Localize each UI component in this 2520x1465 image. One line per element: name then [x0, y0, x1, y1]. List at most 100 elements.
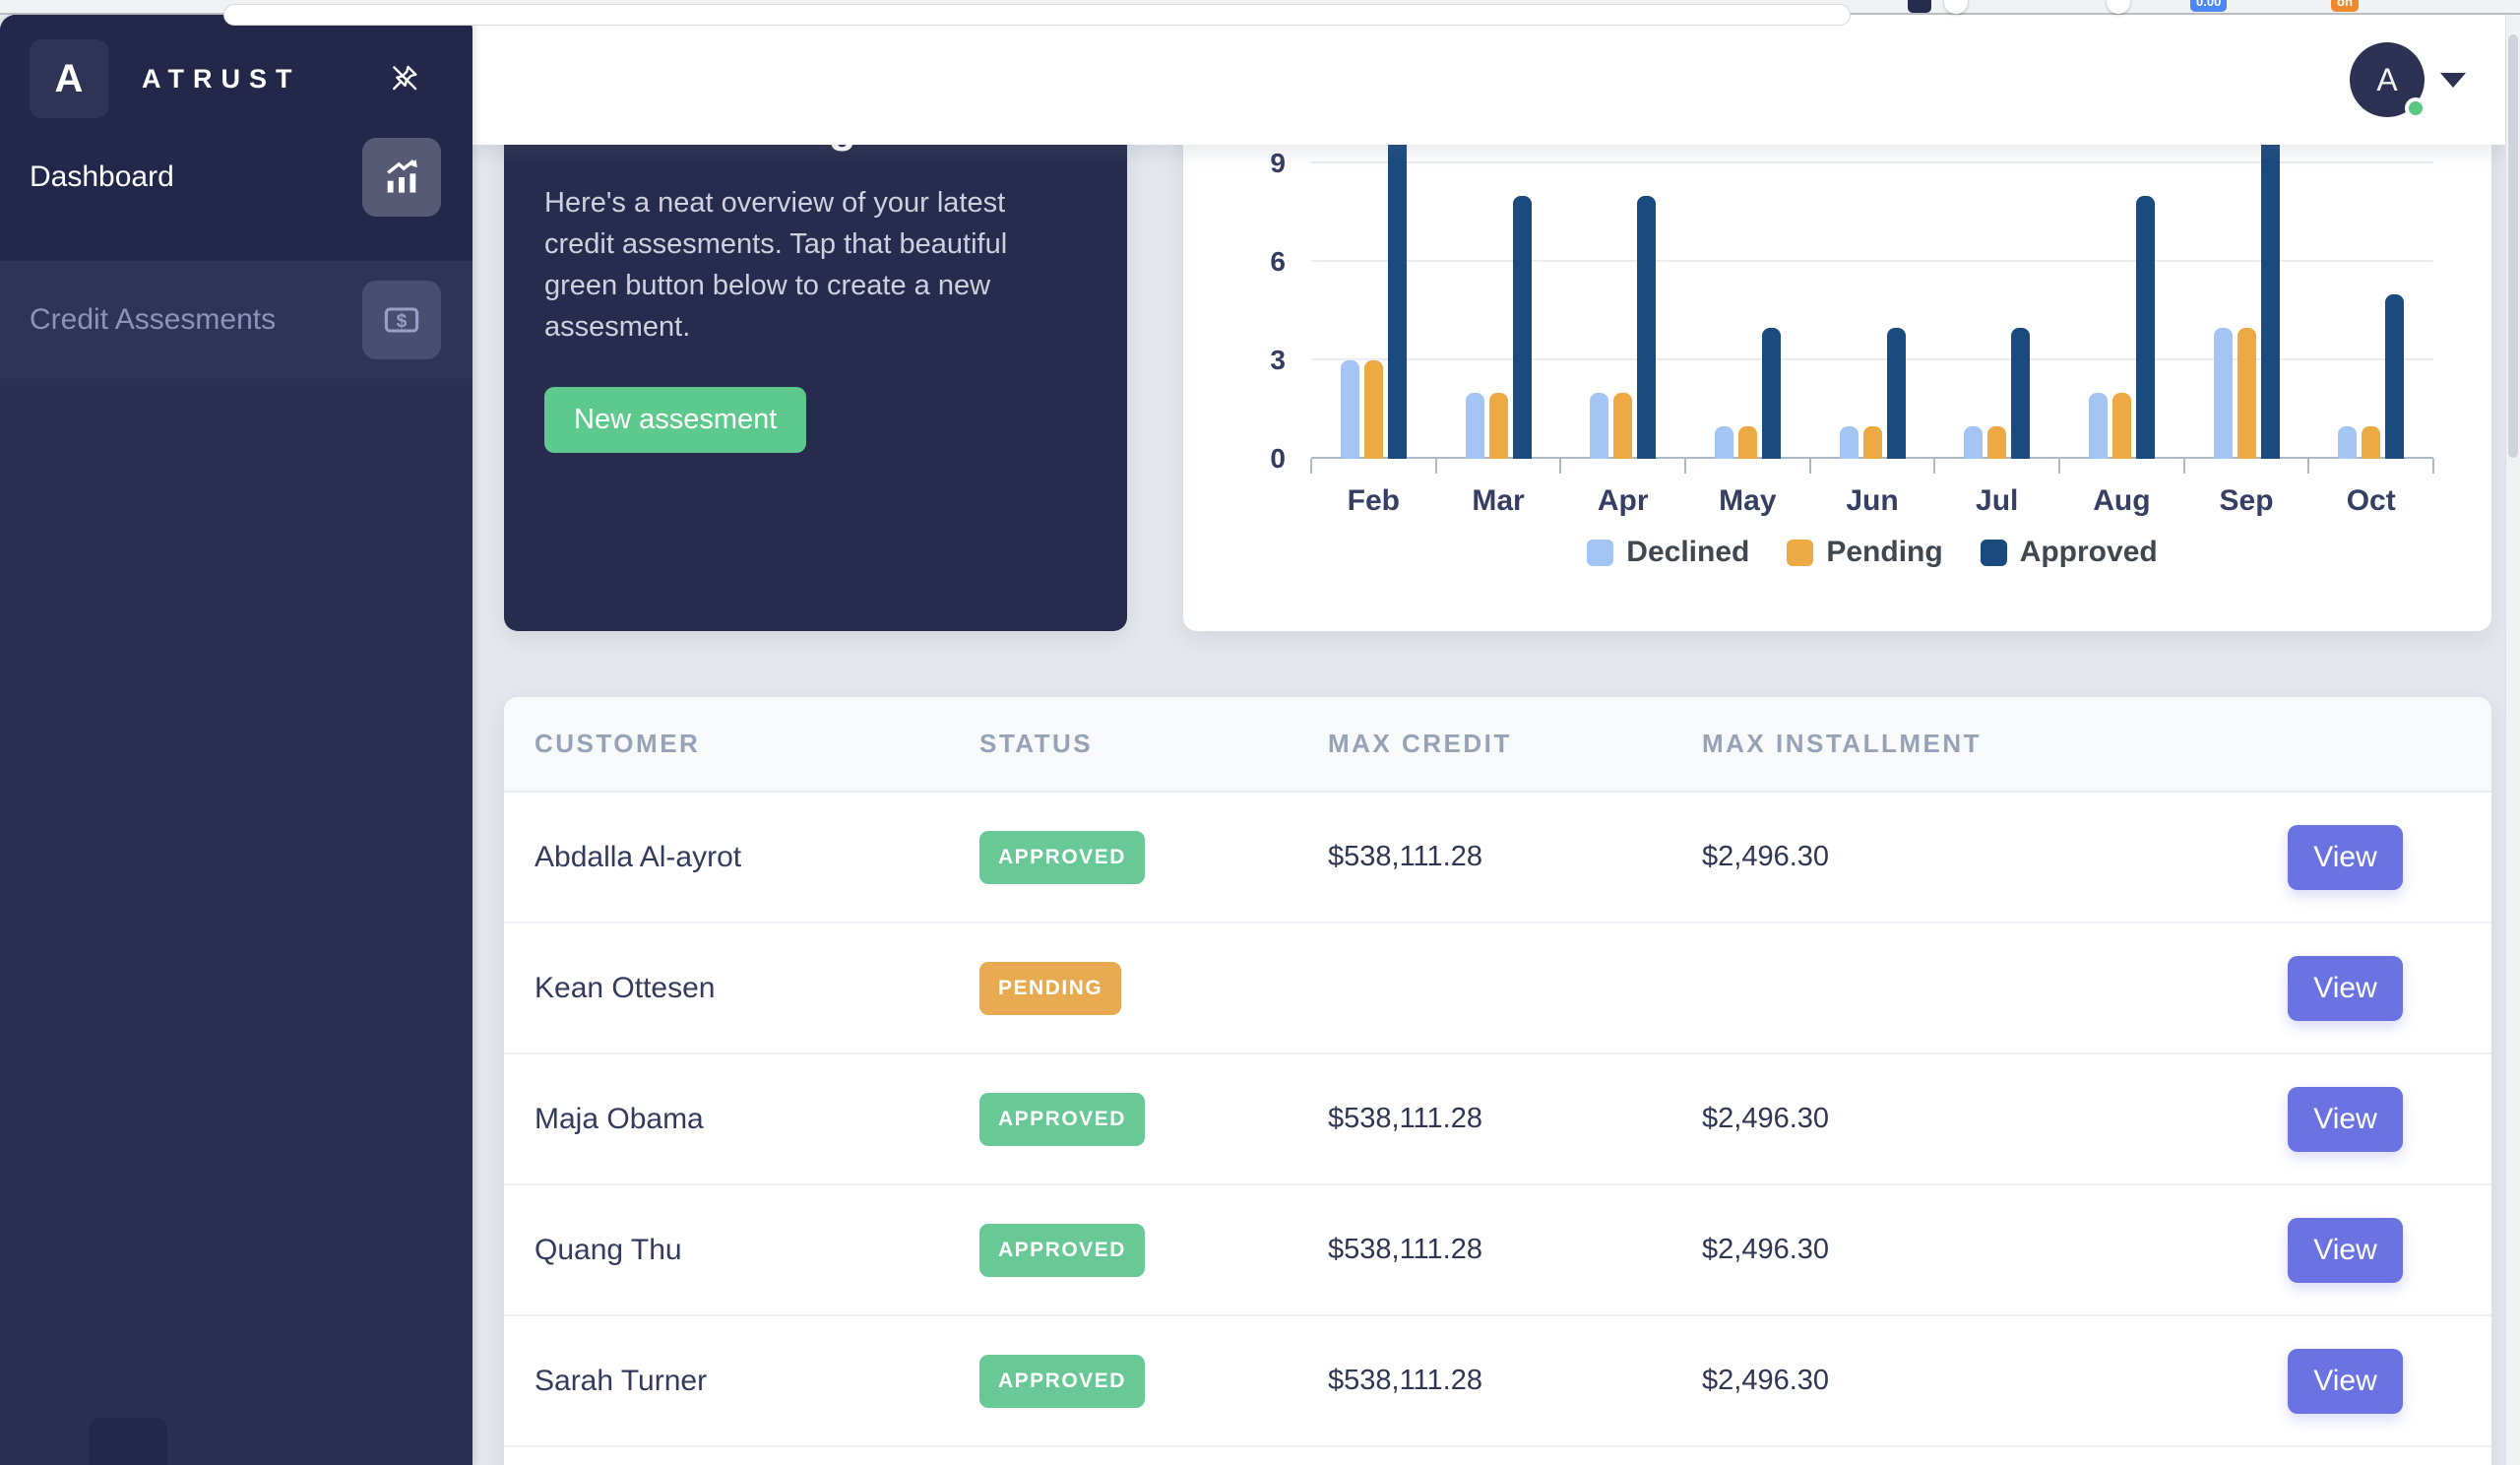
max-credit-value: $538,111.28 — [1328, 841, 1482, 872]
legend-item-approved[interactable]: Approved — [1980, 536, 2158, 569]
bar-pending-apr — [1613, 393, 1633, 459]
customer-name: Kean Ottesen — [535, 971, 716, 1004]
extension-icon[interactable] — [2107, 0, 2130, 14]
x-axis-label: Jun — [1846, 484, 1899, 517]
x-axis-tick — [2307, 459, 2310, 474]
bar-group-apr: Apr — [1560, 145, 1685, 517]
bar-pending-oct — [2362, 425, 2381, 459]
max-installment-value: $2,496.30 — [1702, 1103, 1830, 1134]
status-badge: APPROVED — [979, 830, 1145, 884]
max-installment-value: $2,496.30 — [1702, 1365, 1830, 1396]
legend-swatch — [1587, 539, 1614, 566]
chart-legend: Declined Pending Approved — [1311, 536, 2433, 569]
new-assesment-button[interactable]: New assesment — [544, 387, 807, 453]
bar-approved-may — [1761, 327, 1781, 459]
extension-icon[interactable] — [1908, 0, 1931, 13]
x-axis-tick — [1310, 459, 1312, 474]
x-axis-tick — [2057, 459, 2060, 474]
max-credit-value: $538,111.28 — [1328, 1234, 1482, 1265]
table-row: Kean Ottesen PENDING View — [504, 924, 2491, 1054]
legend-item-declined[interactable]: Declined — [1587, 536, 1749, 569]
avatar[interactable]: A — [2350, 42, 2426, 119]
chart-card: 0 3 6 9 Feb Mar Apr May Jun Jul Aug Sep Oct Declined P… — [1183, 145, 2491, 631]
y-axis-label: 0 — [1270, 443, 1286, 474]
sidebar-item-label: Credit Assesments — [30, 303, 277, 336]
bar-pending-may — [1737, 425, 1757, 459]
scrollbar[interactable] — [2505, 15, 2520, 1465]
table-row: Quang Thu APPROVED $538,111.28 $2,496.30 Vie… — [504, 1185, 2491, 1316]
customer-name: Abdalla Al-ayrot — [535, 840, 742, 873]
legend-label: Declined — [1626, 536, 1750, 568]
bar-group-jun: Jun — [1810, 145, 1935, 517]
dashboard-icon-tile — [362, 138, 441, 217]
bar-declined-jul — [1964, 425, 1984, 459]
legend-label: Approved — [2019, 536, 2158, 568]
x-axis-tick — [1434, 459, 1437, 474]
sidebar-item-credit-assesments[interactable]: Credit Assesments $ — [0, 261, 472, 379]
x-axis-label: May — [1719, 484, 1777, 517]
bar-declined-aug — [2088, 393, 2108, 459]
legend-swatch — [1980, 539, 2007, 566]
bar-declined-feb — [1340, 360, 1359, 459]
header: A — [472, 15, 2505, 145]
max-installment-value: $2,496.30 — [1702, 1234, 1830, 1265]
extension-badge-blue: 0.00 — [2190, 0, 2228, 12]
customer-name: Quang Thu — [535, 1233, 682, 1266]
unpin-sidebar-icon[interactable] — [388, 61, 421, 95]
view-button[interactable]: View — [2288, 955, 2403, 1021]
address-bar-fragment — [223, 4, 1851, 26]
x-axis-tick — [1559, 459, 1562, 474]
status-badge: APPROVED — [979, 1354, 1145, 1408]
credit-icon-tile: $ — [362, 281, 441, 359]
status-badge: APPROVED — [979, 1223, 1145, 1277]
view-button[interactable]: View — [2288, 824, 2403, 890]
column-header-max-credit: MAX CREDIT — [1328, 729, 1512, 758]
x-axis-label: Feb — [1347, 484, 1400, 517]
bar-approved-apr — [1637, 196, 1657, 459]
bar-pending-sep — [2236, 327, 2256, 459]
column-header-max-installment: MAX INSTALLMENT — [1702, 729, 1982, 758]
x-axis-label: Apr — [1597, 484, 1649, 517]
extension-badge-orange: on — [2331, 0, 2359, 12]
bar-group-jul: Jul — [1934, 145, 2059, 517]
x-axis-tick — [2182, 459, 2185, 474]
bar-declined-may — [1714, 425, 1733, 459]
sidebar-top-section: A ATRUST Dashboard — [0, 15, 472, 261]
bar-approved-feb — [1387, 145, 1407, 459]
status-badge: PENDING — [979, 961, 1122, 1015]
bar-chart: 0 3 6 9 Feb Mar Apr May Jun Jul Aug Sep Oct Declined P… — [1270, 145, 2434, 568]
logo: A — [30, 39, 108, 118]
bar-group-feb: Feb — [1311, 145, 1436, 517]
bar-declined-sep — [2213, 327, 2233, 459]
bar-pending-mar — [1488, 393, 1508, 459]
max-credit-value: $538,111.28 — [1328, 1365, 1482, 1396]
user-menu[interactable]: A — [2350, 42, 2466, 119]
bar-group-mar: Mar — [1436, 145, 1561, 517]
browser-strip: 0.00 on — [0, 0, 2520, 26]
legend-swatch — [1787, 539, 1814, 566]
bar-pending-jul — [1987, 425, 2007, 459]
legend-item-pending[interactable]: Pending — [1787, 536, 1943, 569]
sidebar-footer-fragment — [89, 1418, 167, 1465]
max-installment-value: $2,496.30 — [1702, 841, 1830, 872]
status-badge: APPROVED — [979, 1092, 1145, 1146]
view-button[interactable]: View — [2288, 1348, 2403, 1414]
gridline-y-6 — [1311, 260, 2433, 262]
bar-declined-apr — [1590, 393, 1609, 459]
main-content: Good morning! Here's a neat overview of … — [472, 145, 2505, 1465]
avatar-letter: A — [2376, 61, 2398, 97]
extension-icon[interactable] — [1944, 0, 1968, 14]
table-body: Abdalla Al-ayrot APPROVED $538,111.28 $2,49… — [504, 793, 2491, 1447]
sidebar: A ATRUST Dashboard Credit As — [0, 15, 472, 1465]
gridline-y-3 — [1311, 358, 2433, 360]
y-axis-label: 3 — [1270, 345, 1286, 375]
x-axis-tick — [1683, 459, 1686, 474]
y-axis-label: 6 — [1270, 246, 1286, 277]
sidebar-item-dashboard[interactable]: Dashboard — [0, 118, 472, 236]
view-button[interactable]: View — [2288, 1086, 2403, 1152]
bar-group-sep: Sep — [2184, 145, 2309, 517]
scrollbar-thumb[interactable] — [2508, 34, 2518, 458]
bar-approved-jun — [1886, 327, 1906, 459]
logo-row: A ATRUST — [0, 39, 472, 118]
view-button[interactable]: View — [2288, 1217, 2403, 1283]
